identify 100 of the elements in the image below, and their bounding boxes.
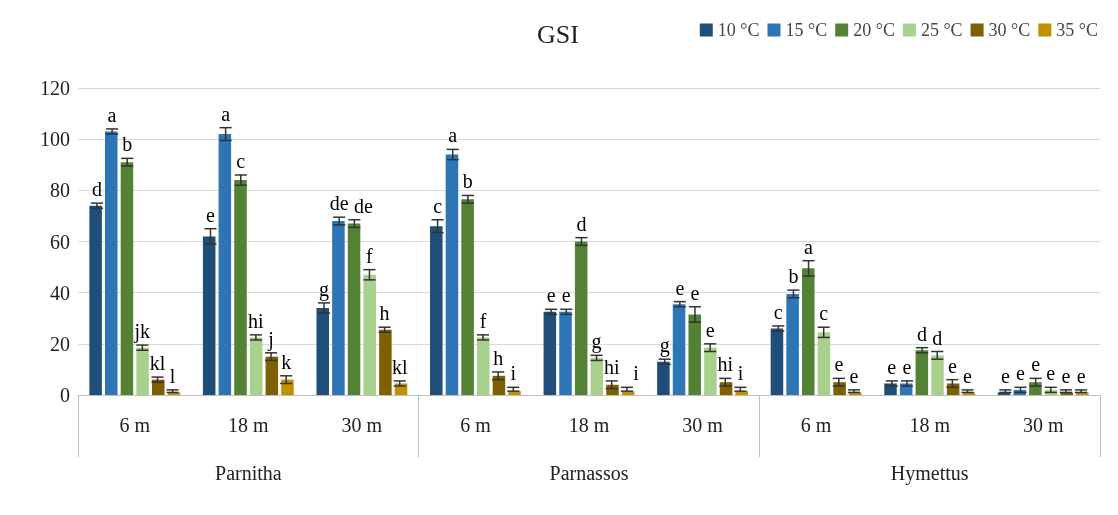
data-label: e xyxy=(947,354,957,377)
data-label: e xyxy=(834,353,844,376)
data-label: e xyxy=(561,284,571,307)
bar xyxy=(461,199,474,395)
y-tick-label: 40 xyxy=(50,281,70,304)
bar xyxy=(559,311,572,395)
data-label: kl xyxy=(391,355,408,378)
text: Hymettus xyxy=(890,462,969,485)
y-tick-label: 80 xyxy=(50,179,70,202)
data-label: b xyxy=(122,133,133,156)
data-label: e xyxy=(1076,364,1086,387)
data-label: i xyxy=(737,362,744,385)
bar xyxy=(543,311,557,395)
bar xyxy=(574,241,588,395)
data-label: a xyxy=(448,124,458,147)
y-tick-label: 100 xyxy=(40,128,70,151)
data-label: i xyxy=(633,362,640,385)
data-label: hi xyxy=(717,353,734,376)
bar xyxy=(430,226,443,395)
data-label: f xyxy=(366,244,374,267)
legend-label: 20 °C xyxy=(853,20,895,40)
data-label: e xyxy=(1000,364,1010,387)
bar xyxy=(379,329,392,395)
data-label: jk xyxy=(133,320,151,344)
bar xyxy=(363,274,376,395)
legend-label: 30 °C xyxy=(988,20,1031,40)
y-tick-label: 0 xyxy=(60,384,70,406)
bar xyxy=(265,356,279,395)
bar xyxy=(332,221,345,395)
bar xyxy=(105,131,118,395)
bar xyxy=(672,304,686,395)
bar xyxy=(657,361,670,395)
bar xyxy=(704,347,717,395)
data-label: e xyxy=(887,355,897,378)
text: Parnassos xyxy=(549,462,629,484)
bar xyxy=(915,350,929,395)
legend-label: 25 °C xyxy=(920,20,963,40)
data-label: d xyxy=(91,178,102,201)
bar xyxy=(202,236,216,395)
x-tick-label: 6 m xyxy=(119,414,151,436)
bar xyxy=(136,347,149,395)
bar xyxy=(249,337,263,395)
data-label: c xyxy=(236,149,246,172)
data-label: j xyxy=(267,327,274,351)
bar xyxy=(770,328,784,395)
data-label: l xyxy=(169,364,176,387)
y-tick-label: 120 xyxy=(40,77,70,99)
data-label: k xyxy=(281,350,292,373)
data-label: e xyxy=(902,355,912,378)
chart-title: GSI xyxy=(537,19,579,49)
bar xyxy=(120,162,134,395)
data-label: e xyxy=(206,203,216,226)
bar xyxy=(477,337,490,395)
data-label: h xyxy=(379,302,390,325)
data-label: c xyxy=(773,300,783,323)
data-label: c xyxy=(819,302,829,325)
x-tick-label: 18 m xyxy=(228,414,270,436)
data-label: e xyxy=(546,284,556,307)
data-label: d xyxy=(917,322,928,345)
bar xyxy=(590,357,604,395)
bar xyxy=(931,355,944,395)
bar xyxy=(445,154,459,395)
data-label: c xyxy=(433,194,443,217)
x-tick-label: 6 m xyxy=(460,414,492,436)
data-label: g xyxy=(319,277,330,301)
data-label: e xyxy=(1061,364,1071,387)
data-label: hi xyxy=(603,355,620,378)
x-tick-label: 6 m xyxy=(800,414,832,436)
data-label: kl xyxy=(149,352,166,375)
data-label: d xyxy=(932,326,943,349)
data-label: de xyxy=(353,194,373,217)
bar xyxy=(786,293,799,395)
y-tick-label: 60 xyxy=(50,230,70,253)
data-label: e xyxy=(963,364,973,387)
data-label: a xyxy=(221,102,231,125)
x-tick-label: 18 m xyxy=(568,414,610,436)
data-label: b xyxy=(788,265,799,288)
x-tick-label: 30 m xyxy=(682,414,724,436)
bar xyxy=(688,314,701,395)
data-label: f xyxy=(479,309,487,332)
data-label: de xyxy=(329,192,349,215)
legend-label: 15 °C xyxy=(785,20,828,40)
data-label: a xyxy=(804,235,814,258)
y-tick-label: 20 xyxy=(50,332,70,355)
bar xyxy=(316,308,329,395)
bar xyxy=(802,268,815,395)
data-label: e xyxy=(1031,353,1041,376)
bar xyxy=(817,332,831,395)
text: Parnitha xyxy=(215,462,282,484)
data-label: hi xyxy=(248,309,265,332)
x-tick-label: 18 m xyxy=(909,414,951,436)
data-label: e xyxy=(1016,362,1026,385)
data-label: b xyxy=(462,170,473,193)
data-label: d xyxy=(576,212,587,235)
data-label: a xyxy=(107,103,117,126)
data-label: i xyxy=(510,362,517,385)
bar xyxy=(347,223,361,395)
data-label: g xyxy=(591,330,602,354)
legend-label: 10 °C xyxy=(717,20,760,40)
x-tick-label: 30 m xyxy=(1022,414,1064,436)
